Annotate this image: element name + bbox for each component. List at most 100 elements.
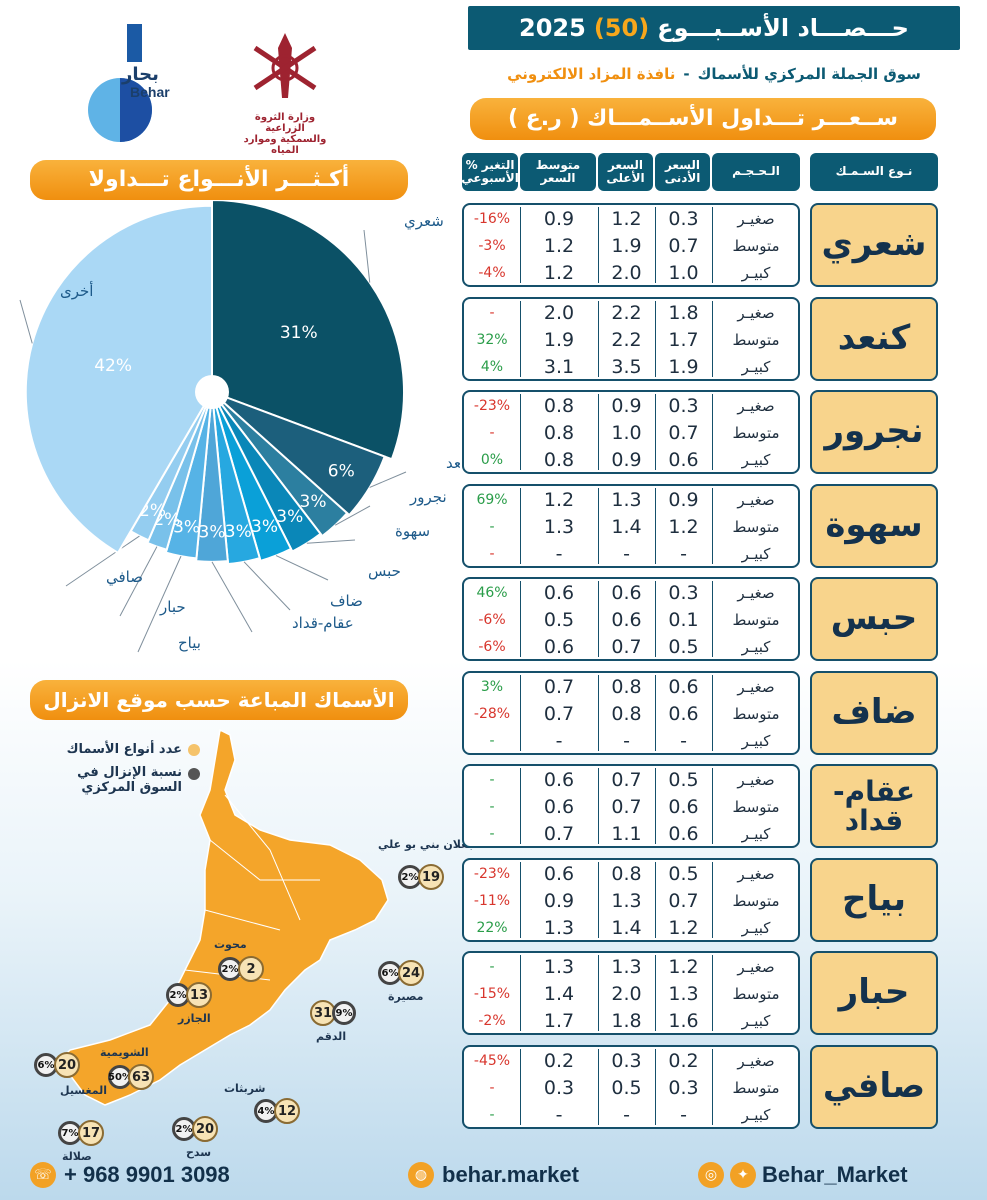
cell-max: - <box>623 730 630 752</box>
cell-avg: 0.7 <box>543 676 575 698</box>
cell-size: صغيـر <box>737 491 775 509</box>
cell-max: 1.4 <box>611 516 642 538</box>
table-row: -23% 0.6 0.8 0.5 صغيـر <box>464 860 798 888</box>
pie-category-label-7: بياح <box>178 634 201 652</box>
footer-website-text[interactable]: behar.market <box>442 1162 579 1187</box>
column-divider <box>655 394 656 470</box>
fish-price-group: 46% 0.6 0.6 0.3 صغيـر -6% 0.5 0.6 0.1 متوسط -6% 0.6… <box>462 577 800 661</box>
column-divider <box>655 675 656 751</box>
cell-min: - <box>680 1104 687 1126</box>
cell-chg: - <box>489 519 495 535</box>
column-divider <box>655 581 656 657</box>
cell-size: صغيـر <box>737 865 775 883</box>
header-avg-price: متوسط السعر <box>520 153 596 191</box>
site-count-0: 19 <box>418 864 444 890</box>
fish-price-group: -45% 0.2 0.3 0.2 صغيـر - 0.3 0.5 0.3 متوسط - - - - كبي… <box>462 1045 800 1129</box>
site-label-2: مصيرة <box>388 990 424 1003</box>
cell-chg: -23% <box>473 398 511 414</box>
column-divider <box>712 768 713 844</box>
pie-chart: 31% شعري 6% كنعد 3% نجرور 3% سهوة 3% حبس 3% ضاف 3% عق… <box>19 200 460 653</box>
cell-size: متوسط <box>732 985 780 1003</box>
table-row: 69% 1.2 1.3 0.9 صغيـر <box>464 486 798 514</box>
cell-max: 0.6 <box>611 609 642 631</box>
fish-name-box: نجرور <box>810 390 938 474</box>
cell-max: 1.9 <box>611 235 642 257</box>
cell-max: 1.3 <box>611 489 642 511</box>
cell-chg: 22% <box>476 920 508 936</box>
cell-avg: 1.2 <box>543 489 575 511</box>
legend-count-label: عدد أنواع الأسماك <box>66 742 182 757</box>
cell-chg: -45% <box>473 1053 511 1069</box>
fish-name-box: حبار <box>810 951 938 1035</box>
cell-size: متوسط <box>732 424 780 442</box>
cell-size: صغيـر <box>737 210 775 228</box>
column-divider <box>598 394 599 470</box>
twitter-icon: ✦ <box>730 1162 756 1188</box>
table-row: -4% 1.2 2.0 1.0 كبيـر <box>464 259 798 287</box>
table-row: -2% 1.7 1.8 1.6 كبيـر <box>464 1007 798 1035</box>
cell-chg: 69% <box>476 492 508 508</box>
week-year: 2025 <box>519 14 586 42</box>
cell-avg: 0.6 <box>543 796 575 818</box>
pie-value-label-1: 6% <box>328 461 355 481</box>
table-row: 22% 1.3 1.4 1.2 كبيـر <box>464 914 798 942</box>
pie-slice-10 <box>24 204 213 555</box>
cell-min: 1.3 <box>668 983 699 1005</box>
cell-chg: -2% <box>478 1013 506 1029</box>
pie-category-label-6: عقام-قداد <box>292 614 354 632</box>
cell-size: كبيـر <box>741 545 771 563</box>
table-row: -6% 0.6 0.7 0.5 كبيـر <box>464 633 798 661</box>
pie-value-label-7: 3% <box>173 518 200 538</box>
oman-map-shape <box>53 728 389 1106</box>
map-legend: عدد أنواع الأسماك نسبة الإنزال في السوق … <box>30 742 200 795</box>
cell-chg: - <box>489 546 495 562</box>
column-divider <box>520 675 521 751</box>
site-count-9: 17 <box>78 1120 104 1146</box>
footer-social[interactable]: ◎ ✦ Behar_Market <box>698 1162 908 1188</box>
cell-chg: 0% <box>480 452 504 468</box>
fish-name-box: صافي <box>810 1045 938 1129</box>
pie-category-label-8: حبار <box>159 598 186 616</box>
site-count-1: 2 <box>238 956 264 982</box>
cell-max: 1.2 <box>611 208 642 230</box>
cell-chg: - <box>489 733 495 749</box>
site-label-9: صلالة <box>62 1150 92 1163</box>
pie-leader-line-8 <box>119 546 158 617</box>
ministry-emblem-icon <box>253 33 317 98</box>
fish-price-group: -16% 0.9 1.2 0.3 صغيـر -3% 1.2 1.9 0.7 متوسط -4% 1.… <box>462 203 800 287</box>
site-count-3: 13 <box>186 982 212 1008</box>
cell-size: متوسط <box>732 798 780 816</box>
fish-price-group: -23% 0.6 0.8 0.5 صغيـر -11% 0.9 1.3 0.7 متوسط 22% 1… <box>462 858 800 942</box>
cell-min: 1.8 <box>668 302 699 324</box>
cell-size: كبيـر <box>741 264 771 282</box>
footer-website[interactable]: ◍ behar.market <box>408 1162 579 1188</box>
column-divider <box>712 862 713 938</box>
column-divider <box>712 675 713 751</box>
column-divider <box>712 207 713 283</box>
table-row: -6% 0.5 0.6 0.1 متوسط <box>464 606 798 634</box>
cell-avg: 1.2 <box>543 235 575 257</box>
fish-name-box: حبس <box>810 577 938 661</box>
column-divider <box>655 301 656 377</box>
cell-min: 1.9 <box>668 356 699 378</box>
whatsapp-icon: ☏ <box>30 1162 56 1188</box>
ministry-emblem: وزارة الثروة الزراعية والسمكية وموارد ال… <box>240 28 330 156</box>
cell-max: 2.0 <box>611 983 642 1005</box>
table-row: 4% 3.1 3.5 1.9 كبيـر <box>464 353 798 381</box>
column-divider <box>712 581 713 657</box>
fish-name-box: شعري <box>810 203 938 287</box>
column-divider <box>520 488 521 564</box>
site-label-0: جعلان بني بو علي <box>378 838 476 851</box>
cell-avg: 0.6 <box>543 863 575 885</box>
pie-leader-line-1 <box>369 471 407 488</box>
cell-min: 0.3 <box>668 395 699 417</box>
cell-min: 1.6 <box>668 1010 699 1032</box>
column-divider <box>520 581 521 657</box>
cell-min: 0.3 <box>668 582 699 604</box>
pie-category-label-9: صافي <box>106 568 143 587</box>
site-label-7: شربثات <box>224 1082 266 1095</box>
footer-social-text[interactable]: Behar_Market <box>762 1162 908 1187</box>
cell-size: صغيـر <box>737 397 775 415</box>
instagram-icon: ◎ <box>698 1162 724 1188</box>
site-count-8: 20 <box>192 1116 218 1142</box>
